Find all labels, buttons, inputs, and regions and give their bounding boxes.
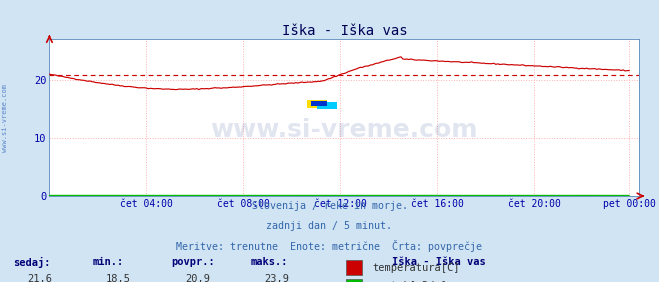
Text: 20,9: 20,9	[185, 274, 210, 282]
Bar	[346, 279, 362, 282]
Text: pretok[m3/s]: pretok[m3/s]	[372, 281, 447, 282]
Text: 23,9: 23,9	[264, 274, 289, 282]
Text: 18,5: 18,5	[106, 274, 131, 282]
Text: Slovenija / reke in morje.: Slovenija / reke in morje.	[252, 201, 407, 211]
Bar	[346, 260, 362, 275]
Title: Iška - Iška vas: Iška - Iška vas	[281, 24, 407, 38]
Bar	[317, 102, 337, 109]
Text: 21,6: 21,6	[27, 274, 52, 282]
Text: maks.:: maks.:	[250, 257, 288, 267]
Text: povpr.:: povpr.:	[171, 257, 215, 267]
Bar	[311, 101, 327, 106]
Text: Iška - Iška vas: Iška - Iška vas	[392, 257, 486, 267]
Text: min.:: min.:	[92, 257, 123, 267]
Bar	[306, 100, 327, 108]
Text: www.si-vreme.com: www.si-vreme.com	[2, 84, 9, 152]
Text: Meritve: trenutne  Enote: metrične  Črta: povprečje: Meritve: trenutne Enote: metrične Črta: …	[177, 240, 482, 252]
Text: sedaj:: sedaj:	[13, 257, 51, 268]
Text: zadnji dan / 5 minut.: zadnji dan / 5 minut.	[266, 221, 393, 231]
Text: temperatura[C]: temperatura[C]	[372, 263, 460, 273]
Text: www.si-vreme.com: www.si-vreme.com	[211, 118, 478, 142]
